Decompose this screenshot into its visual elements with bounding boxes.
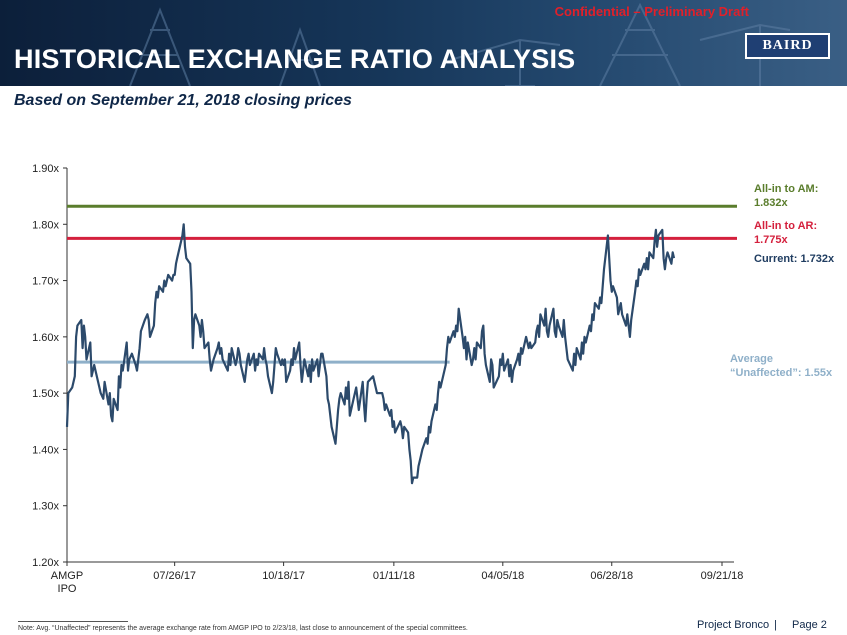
x-tick-label: 04/05/18 [481, 570, 524, 582]
y-tick-label: 1.20x [32, 557, 59, 569]
series-group [65, 223, 676, 485]
annotation-labels: All-in to AM: 1.832x All-in to AR: 1.775x Cu… [730, 183, 835, 379]
exchange-ratio-chart: 1.20x 1.30x 1.40x 1.50x 1.60x 1.70x 1.80x 1.90x… [32, 163, 835, 595]
x-tick-label: AMGP [51, 570, 83, 582]
page-title: HISTORICAL EXCHANGE RATIO ANALYSIS [14, 44, 576, 74]
x-tick-label: 01/11/18 [373, 570, 415, 582]
page-number: Page 2 [792, 619, 827, 631]
all-in-ar-label: All-in to AR: [754, 220, 817, 232]
x-tick-label: 10/18/17 [262, 570, 305, 582]
average-label: Average [730, 353, 773, 365]
y-tick-label: 1.40x [32, 444, 59, 456]
x-tick-label: 09/21/18 [701, 570, 744, 582]
project-name: Project Bronco [697, 619, 770, 631]
y-tick-label: 1.60x [32, 332, 59, 344]
x-tick-label-line2: IPO [58, 583, 77, 595]
all-in-am-value: 1.832x [754, 197, 789, 209]
all-in-am-label: All-in to AM: [754, 183, 818, 195]
baird-logo: BAIRD [745, 33, 830, 59]
chart-axes: 1.20x 1.30x 1.40x 1.50x 1.60x 1.70x 1.80x 1.90x… [32, 163, 743, 595]
y-tick-label: 1.50x [32, 388, 59, 400]
all-in-ar-value: 1.775x [754, 234, 789, 246]
y-tick-label: 1.80x [32, 219, 59, 231]
average-value: “Unaffected”: 1.55x [730, 367, 833, 379]
footer-separator: | [774, 619, 777, 631]
header-banner: Confidential – Preliminary Draft HISTORI… [0, 0, 847, 86]
footnote: Note: Avg. “Unaffected” represents the a… [18, 625, 468, 632]
series-line [65, 223, 676, 485]
footnote-rule [18, 621, 128, 622]
oil-derrick-background [129, 2, 791, 86]
y-tick-label: 1.70x [32, 276, 59, 288]
x-tick-label: 06/28/18 [590, 570, 633, 582]
current-label: Current: 1.732x [754, 253, 835, 265]
y-tick-label: 1.90x [32, 163, 59, 175]
confidential-label: Confidential – Preliminary Draft [554, 4, 749, 19]
y-tick-label: 1.30x [32, 501, 59, 513]
x-tick-label: 07/26/17 [153, 570, 196, 582]
page-subtitle: Based on September 21, 2018 closing pric… [14, 92, 352, 109]
